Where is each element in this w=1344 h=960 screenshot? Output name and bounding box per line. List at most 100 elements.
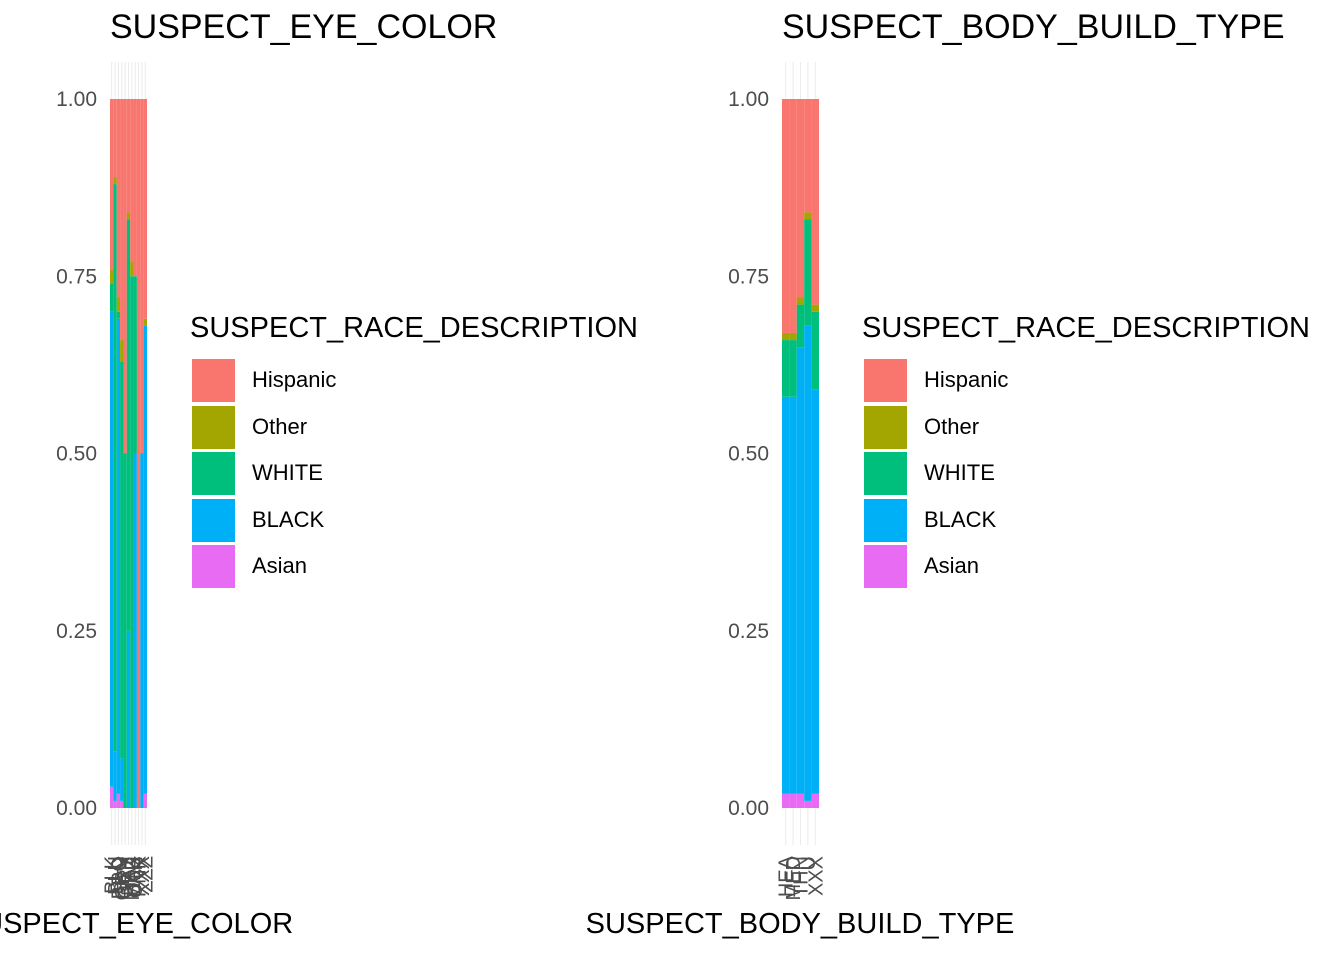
bar-segment-hea-asian [782,793,790,808]
bar-segment-med-other [789,332,797,341]
bar-segment-med-hispanic [789,99,797,333]
y-tick-label: 0.75 [728,265,769,288]
legend-item-hispanic: Hispanic [862,359,1310,406]
legend-label: BLACK [252,506,325,532]
x-axis-label: SUSPECT_EYE_COLOR [0,908,294,940]
bar-segment-blk-white [110,283,114,312]
legend-swatch [192,359,235,402]
bar-segment-bro-other [116,297,121,312]
legend-item-white: WHITE [190,452,638,499]
bar-segment-blu-hispanic [113,99,117,177]
bar-segment-grn-asian [120,800,124,808]
bar-segment-xxx-asian [811,793,819,808]
bar-segment-xxx-hispanic [811,99,819,305]
legend-item-other: Other [190,405,638,453]
legend-swatch [864,452,907,495]
bar-segment-thn-white [796,304,805,348]
chart-panel-body-build-type: SUSPECT_BODY_BUILD_TYPE 0.00 0.25 0.50 0.75… [586,0,1344,960]
bar-segment-bro-black [116,318,121,794]
x-tick-label: THN [791,856,813,897]
y-tick-label: 0.25 [728,620,769,643]
plot-area: 0.00 0.25 0.50 0.75 1.00 BLKBLUBROGRNGRYHAZM… [56,62,157,900]
bar-segment-xxx-black [811,389,819,794]
bar-segment-zzz-asian [143,793,147,808]
bar-segment-med-white [789,340,797,397]
legend-item-asian: Asian [862,545,1310,592]
x-tick-label: GRN [112,856,134,900]
y-tick-label: 0.00 [728,797,769,820]
y-tick-label: 0.50 [728,443,769,466]
legend-swatch [864,359,907,402]
x-tick-label: GRY [115,856,137,899]
chart-panel-eye-color: SUSPECT_EYE_COLOR 0.00 0.25 0.50 0.75 1.00 B… [0,8,638,940]
bar-segment-blu-asian [113,800,117,808]
legend-item-white: WHITE [862,452,1310,499]
x-tick-label: MAR [122,856,144,900]
bar-segment-bro-hispanic [116,99,121,298]
legend-label: Other [924,413,980,439]
bar-segment-grn-hispanic [120,99,124,341]
bar-segment-haz-other [126,212,131,220]
bar-segment-hea-other [782,332,790,341]
chart-title: SUSPECT_EYE_COLOR [110,8,498,46]
bar-segment-u-white [804,219,812,326]
bar-segment-u-black [804,325,812,801]
bar-segment-xxx-white [811,311,819,390]
bar-segment-oth-black [133,453,137,808]
y-tick-label: 0.25 [56,620,97,643]
x-tick-label: OTH [125,856,147,898]
bar-segment-mar-hispanic [130,99,134,263]
x-tick-label: U [798,856,820,870]
x-tick-label: MED [783,856,805,900]
bar-segment-blk-black [110,311,114,787]
x-tick-label: HAZ [119,856,141,896]
bar-segment-blk-hispanic [110,99,114,270]
bar-segment-grn-white [120,361,124,759]
legend-swatch [864,545,907,588]
x-tick-label: BLK [102,855,124,893]
legend-label: Asian [924,553,980,578]
bar-segment-u-hispanic [804,99,812,213]
bar-segment-mar-other [130,262,134,277]
legend: SUSPECT_RACE_DESCRIPTION Hispanic Other WH… [862,312,1310,592]
legend-swatch [192,452,235,495]
legend-item-asian: Asian [190,545,638,592]
bar-segment-pnk-hispanic [136,99,141,808]
legend-item-other: Other [862,405,1310,453]
x-tick-label: PNK [129,855,151,897]
legend-swatch [864,498,907,542]
bar-segment-blk-other [110,269,114,284]
legend-item-black: BLACK [862,498,1310,546]
legend-label: Asian [252,553,308,578]
y-tick-label: 1.00 [56,88,97,111]
bar-segment-thn-asian [796,793,805,808]
bar-segment-bro-asian [116,793,121,808]
bar-segment-thn-other [796,297,805,305]
legend-swatch [192,498,235,542]
legend-label: WHITE [924,460,995,485]
bar-segment-xxx-hispanic [140,99,144,454]
x-tick-label: XXX [132,856,154,896]
bar-segment-zzz-hispanic [143,99,147,319]
bar-segment-blu-white [113,184,117,752]
x-tick-label: ZZZ [135,856,157,893]
legend: SUSPECT_RACE_DESCRIPTION Hispanic Other WH… [190,312,638,592]
bar-segment-zzz-other [143,318,147,326]
bar-segment-haz-hispanic [126,99,131,213]
legend-item-hispanic: Hispanic [190,359,638,406]
legend-label: WHITE [252,460,323,485]
legend-label: Hispanic [252,367,337,392]
legend-swatch [864,405,907,449]
x-tick-label: BRO [108,856,130,899]
legend-swatch [192,405,235,449]
legend-label: Other [252,413,308,439]
bar-segment-thn-hispanic [796,99,805,298]
bar-segment-haz-white [126,219,131,631]
bar-segment-blu-other [113,176,117,185]
bar-segment-blk-asian [110,786,114,808]
bar-segment-bro-white [116,311,121,319]
bar-segment-hea-white [782,340,790,397]
legend-title: SUSPECT_RACE_DESCRIPTION [862,312,1310,344]
bar-segment-thn-black [796,347,805,794]
